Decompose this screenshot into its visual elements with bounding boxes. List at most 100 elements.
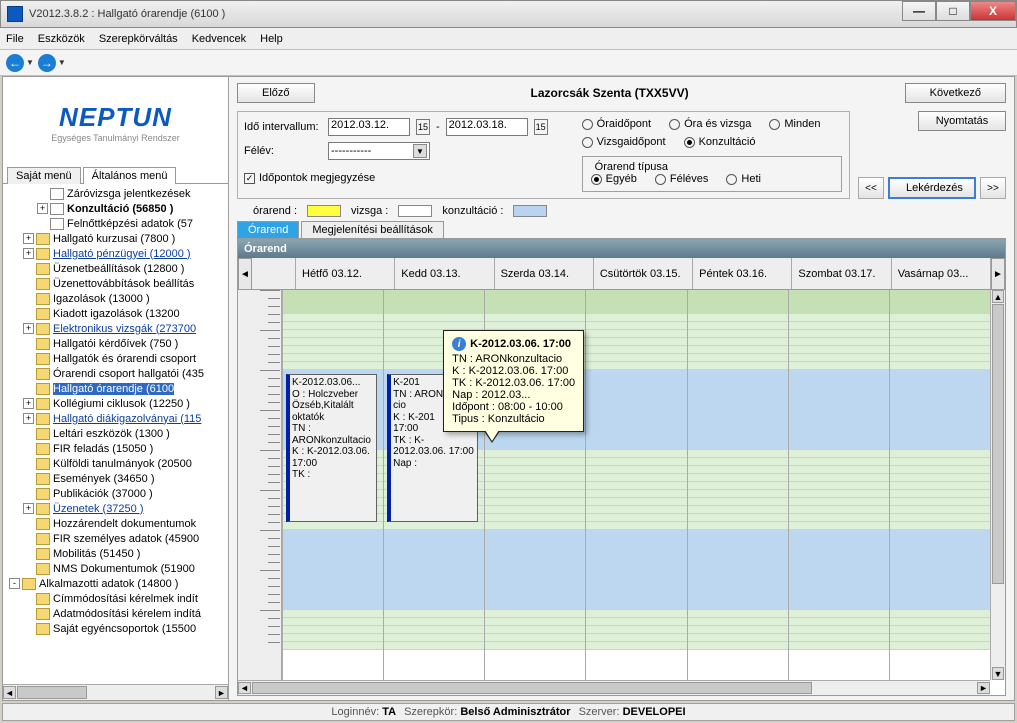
date-to-input[interactable]: 2012.03.18. (446, 118, 528, 136)
expand-icon[interactable] (23, 593, 34, 604)
scroll-right-icon[interactable]: ► (977, 682, 990, 694)
radio-vizsgaidopont[interactable] (582, 137, 593, 148)
tab-orarend[interactable]: Órarend (237, 221, 299, 238)
tree-item[interactable]: Adatmódosítási kérelem indítá (5, 606, 228, 621)
expand-icon[interactable] (23, 533, 34, 544)
menu-file[interactable]: File (6, 33, 24, 45)
nav-forward-dropdown[interactable]: ▼ (58, 58, 66, 67)
tree-item[interactable]: Órarendi csoport hallgatói (435 (5, 366, 228, 381)
expand-icon[interactable] (23, 308, 34, 319)
expand-icon[interactable] (23, 548, 34, 559)
tree-item[interactable]: NMS Dokumentumok (51900 (5, 561, 228, 576)
expand-icon[interactable] (23, 263, 34, 274)
scroll-hthumb[interactable] (252, 682, 812, 694)
sched-prev-week[interactable]: ◄ (238, 258, 252, 290)
calendar-event[interactable]: K-2012.03.06... O : Holczveber Özséb,Kit… (286, 374, 377, 522)
scroll-right-icon[interactable]: ► (215, 686, 228, 699)
tree-item[interactable]: Saját egyéncsoportok (15500 (5, 621, 228, 636)
tree-item[interactable]: +Elektronikus vizsgák (273700 (5, 321, 228, 336)
scroll-left-icon[interactable]: ◄ (3, 686, 16, 699)
tree-item[interactable]: +Hallgató pénzügyei (12000 ) (5, 246, 228, 261)
query-button[interactable]: Lekérdezés (888, 177, 976, 199)
scroll-vthumb[interactable] (992, 304, 1004, 584)
tree-item[interactable]: Hallgatók és órarendi csoport (5, 351, 228, 366)
expand-icon[interactable] (23, 623, 34, 634)
tree-item[interactable]: Külföldi tanulmányok (20500 (5, 456, 228, 471)
tree-hscrollbar[interactable]: ◄ ► (3, 684, 228, 700)
expand-icon[interactable] (23, 353, 34, 364)
close-button[interactable]: X (970, 1, 1016, 21)
tree-item[interactable]: Záróvizsga jelentkezések (5, 186, 228, 201)
schedule-vscrollbar[interactable]: ▲ ▼ (990, 290, 1005, 680)
expand-icon[interactable]: + (23, 323, 34, 334)
scroll-up-icon[interactable]: ▲ (992, 290, 1004, 303)
tab-sajat-menu[interactable]: Saját menü (7, 167, 81, 184)
print-button[interactable]: Nyomtatás (918, 111, 1006, 131)
calendar-icon[interactable]: 15 (534, 119, 548, 135)
expand-icon[interactable]: + (23, 398, 34, 409)
minimize-button[interactable]: — (902, 1, 936, 21)
scroll-left-icon[interactable]: ◄ (238, 682, 251, 694)
expand-icon[interactable]: + (23, 233, 34, 244)
prev-button[interactable]: Előző (237, 83, 315, 103)
tree-item[interactable]: Üzenettovábbítások beállítás (5, 276, 228, 291)
schedule-body[interactable]: ▲ ▼ ◄ ► K-2012.03.06... O : Holczveber Ö… (238, 290, 1005, 695)
expand-icon[interactable] (37, 218, 48, 229)
expand-icon[interactable]: + (23, 503, 34, 514)
radio-oraidopont[interactable] (582, 119, 593, 130)
tree-item[interactable]: Kiadott igazolások (13200 (5, 306, 228, 321)
tree-item[interactable]: +Üzenetek (37250 ) (5, 501, 228, 516)
nav-forward-button[interactable]: → (38, 54, 56, 72)
tree-item[interactable]: +Konzultáció (56850 ) (5, 201, 228, 216)
remember-checkbox[interactable]: ✓ (244, 173, 255, 184)
tree-item[interactable]: Események (34650 ) (5, 471, 228, 486)
tree-item[interactable]: Címmódosítási kérelmek indít (5, 591, 228, 606)
radio-minden[interactable] (769, 119, 780, 130)
menu-help[interactable]: Help (260, 33, 283, 45)
date-from-input[interactable]: 2012.03.12. (328, 118, 410, 136)
tree-item[interactable]: Hozzárendelt dokumentumok (5, 516, 228, 531)
expand-icon[interactable] (23, 428, 34, 439)
expand-icon[interactable] (23, 458, 34, 469)
tree-item[interactable]: +Kollégiumi ciklusok (12250 ) (5, 396, 228, 411)
expand-icon[interactable] (23, 383, 34, 394)
scroll-down-icon[interactable]: ▼ (992, 667, 1004, 680)
schedule-hscrollbar[interactable]: ◄ ► (238, 680, 990, 695)
tree-item[interactable]: Felnőttképzési adatok (57 (5, 216, 228, 231)
tree-item[interactable]: Igazolások (13000 ) (5, 291, 228, 306)
expand-icon[interactable] (23, 608, 34, 619)
expand-icon[interactable] (23, 488, 34, 499)
tab-settings[interactable]: Megjelenítési beállítások (301, 221, 443, 238)
radio-ora-es-vizsga[interactable] (669, 119, 680, 130)
tree-item[interactable]: FIR feladás (15050 ) (5, 441, 228, 456)
tree-item[interactable]: Üzenetbeállítások (12800 ) (5, 261, 228, 276)
expand-icon[interactable] (23, 518, 34, 529)
menu-tools[interactable]: Eszközök (38, 33, 85, 45)
expand-icon[interactable] (23, 293, 34, 304)
menu-favorites[interactable]: Kedvencek (192, 33, 246, 45)
nav-back-button[interactable]: ← (6, 54, 24, 72)
expand-icon[interactable]: - (9, 578, 20, 589)
calendar-icon[interactable]: 15 (416, 119, 430, 135)
expand-icon[interactable] (23, 473, 34, 484)
navnext-button[interactable]: >> (980, 177, 1006, 199)
tree-item[interactable]: FIR személyes adatok (45900 (5, 531, 228, 546)
expand-icon[interactable] (23, 368, 34, 379)
radio-feleves[interactable] (655, 174, 666, 185)
tree-item[interactable]: +Hallgató kurzusai (7800 ) (5, 231, 228, 246)
nav-tree[interactable]: Záróvizsga jelentkezések+Konzultáció (56… (3, 184, 228, 684)
radio-egyeb[interactable] (591, 174, 602, 185)
menu-roleswitch[interactable]: Szerepkörváltás (99, 33, 178, 45)
tree-item[interactable]: Publikációk (37000 ) (5, 486, 228, 501)
expand-icon[interactable] (23, 563, 34, 574)
next-button[interactable]: Következő (905, 83, 1006, 103)
expand-icon[interactable] (23, 443, 34, 454)
tree-item[interactable]: Hallgatói kérdőívek (750 ) (5, 336, 228, 351)
tree-item[interactable]: Mobilitás (51450 ) (5, 546, 228, 561)
expand-icon[interactable] (23, 278, 34, 289)
expand-icon[interactable]: + (37, 203, 48, 214)
tree-item[interactable]: -Alkalmazotti adatok (14800 ) (5, 576, 228, 591)
tab-altalanos-menu[interactable]: Általános menü (83, 167, 177, 184)
tree-item[interactable]: Hallgató órarendje (6100 (5, 381, 228, 396)
maximize-button[interactable]: □ (936, 1, 970, 21)
